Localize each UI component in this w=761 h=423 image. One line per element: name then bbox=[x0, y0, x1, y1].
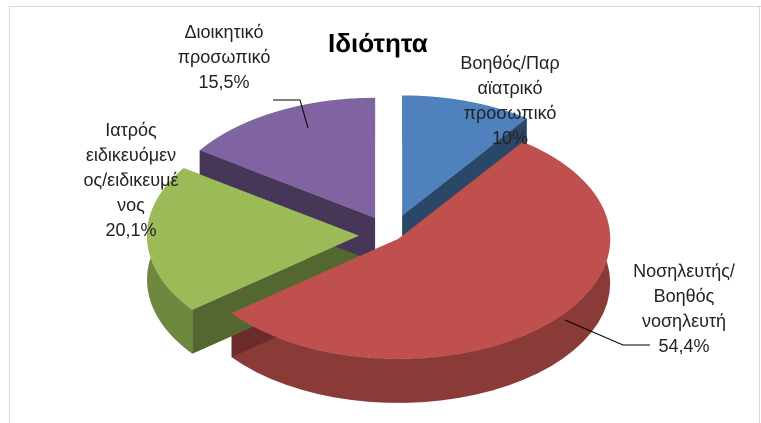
pie-tops bbox=[147, 95, 611, 359]
leader-line-admin-staff bbox=[273, 99, 309, 129]
slice-label-line: προσωπικό bbox=[177, 47, 271, 67]
slice-label-assistant-staff: Βοηθός/Παρ αϊατρικό προσωπικό 10% bbox=[436, 51, 584, 151]
leader-lines bbox=[273, 99, 650, 346]
slice-value-label: 10% bbox=[491, 128, 529, 148]
leader-line-nurses bbox=[564, 319, 650, 346]
slice-label-line: νος bbox=[117, 195, 145, 215]
slice-label-line: Ιατρός bbox=[105, 120, 157, 140]
slice-label-admin-staff: Διοικητικό προσωπικό 15,5% bbox=[150, 20, 298, 95]
slice-label-doctors: Ιατρός ειδικευόμεν ος/ειδικευμέ νος 20,1… bbox=[52, 118, 210, 243]
slice-value-label: 54,4% bbox=[658, 336, 710, 356]
slice-label-line: ειδικευόμεν bbox=[85, 145, 177, 165]
slice-label-line: νοσηλευτή bbox=[641, 311, 727, 331]
slice-label-line: Βοηθός bbox=[653, 286, 715, 306]
slice-label-line: προσωπικό bbox=[463, 103, 557, 123]
slice-label-line: Διοικητικό bbox=[184, 22, 264, 42]
slice-value-label: 15,5% bbox=[198, 72, 250, 92]
slice-label-line: Βοηθός/Παρ bbox=[460, 53, 560, 73]
slice-doctors bbox=[147, 168, 360, 310]
slice-nurses bbox=[231, 141, 611, 359]
slice-label-line: ος/ειδικευμέ bbox=[83, 170, 179, 190]
slice-value-label: 20,1% bbox=[105, 220, 157, 240]
slice-label-nurses: Νοσηλευτής/ Βοηθός νοσηλευτή 54,4% bbox=[610, 259, 758, 359]
chart-border-right bbox=[759, 6, 760, 423]
slice-label-line: αϊατρικό bbox=[477, 78, 543, 98]
slice-label-line: Νοσηλευτής/ bbox=[633, 261, 735, 281]
slice-admin-staff bbox=[199, 97, 376, 218]
chart-title: Ιδιότητα bbox=[328, 28, 428, 58]
chart-border-left bbox=[9, 6, 10, 423]
slice-assistant-staff bbox=[402, 95, 527, 216]
chart-border-top bbox=[9, 6, 761, 7]
